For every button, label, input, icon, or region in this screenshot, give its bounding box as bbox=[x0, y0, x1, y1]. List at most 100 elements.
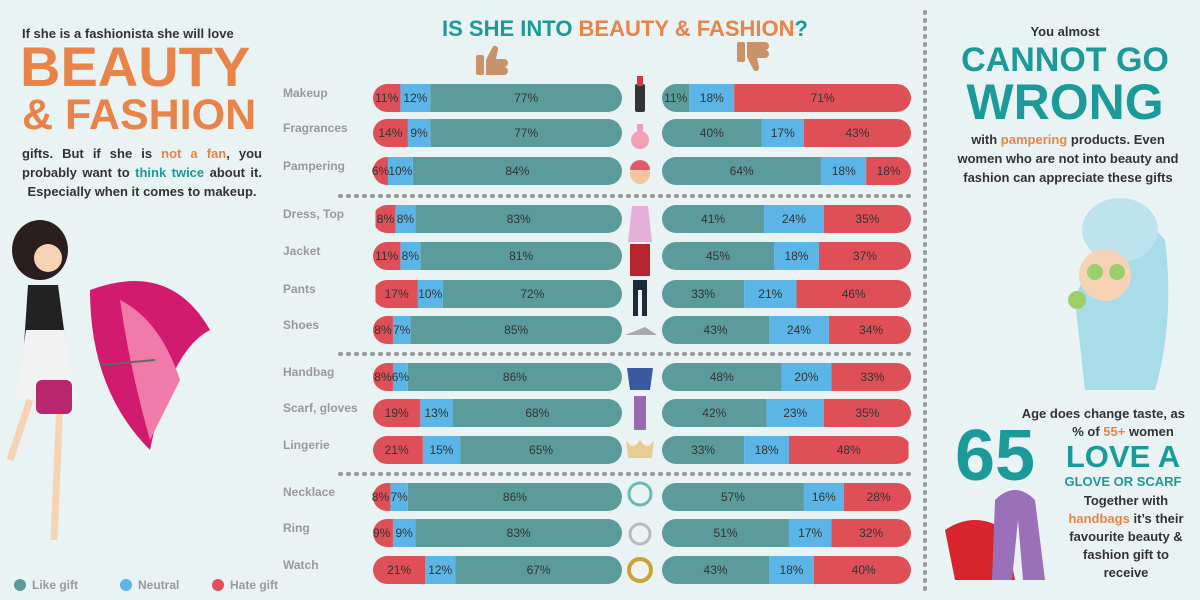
text: % of bbox=[1072, 424, 1104, 439]
value-label: 24% bbox=[787, 323, 811, 337]
value-label: 24% bbox=[782, 212, 806, 226]
value-label: 46% bbox=[842, 287, 866, 301]
bar-segment bbox=[373, 519, 393, 547]
value-label: 8% bbox=[377, 212, 395, 226]
bar-segment bbox=[831, 519, 911, 547]
legend-label: Hate gift bbox=[230, 578, 278, 592]
stacked-bar bbox=[662, 205, 911, 233]
bar-segment bbox=[420, 399, 453, 427]
value-label: 18% bbox=[755, 443, 779, 457]
bar-segment bbox=[387, 157, 413, 185]
value-label: 32% bbox=[859, 526, 883, 540]
bar-segment bbox=[420, 242, 622, 270]
left-intro: If she is a fashionista she will love bbox=[22, 26, 234, 41]
bar-segment bbox=[392, 519, 416, 547]
product-icons bbox=[625, 76, 657, 583]
bar-segment bbox=[452, 399, 622, 427]
bar-segment bbox=[392, 363, 408, 391]
bar-segment bbox=[460, 436, 622, 464]
value-label: 17% bbox=[771, 126, 795, 140]
right-headline: CANNOT GO bbox=[961, 41, 1169, 79]
bar-segment bbox=[442, 280, 622, 308]
value-label: 9% bbox=[373, 526, 391, 540]
value-label: 11% bbox=[375, 249, 398, 263]
bar-segment bbox=[422, 436, 461, 464]
stacked-bar bbox=[373, 157, 622, 185]
stacked-bar bbox=[662, 556, 911, 584]
bar-segment bbox=[373, 242, 401, 270]
age-intro: Age does change taste, as bbox=[1021, 406, 1185, 421]
bar-segment bbox=[400, 84, 431, 112]
value-label: 15% bbox=[429, 443, 453, 457]
stacked-bar bbox=[375, 280, 622, 308]
value-label: 86% bbox=[503, 490, 527, 504]
stacked-bar bbox=[662, 436, 909, 464]
value-label: 20% bbox=[794, 370, 818, 384]
bar-segment bbox=[430, 84, 622, 112]
value-label: 6% bbox=[392, 370, 410, 384]
value-label: 11% bbox=[375, 91, 398, 105]
value-label: 77% bbox=[514, 91, 538, 105]
bar-segment bbox=[375, 205, 396, 233]
bar-segment bbox=[766, 399, 824, 427]
left-body: gifts. But if she is not a fan, you prob… bbox=[22, 144, 262, 201]
bar-segment bbox=[831, 363, 911, 391]
stat-text: % of 55+ women bbox=[1058, 424, 1188, 439]
value-label: 21% bbox=[387, 563, 411, 577]
right-lead: You almost bbox=[1030, 24, 1100, 39]
value-label: 21% bbox=[385, 443, 409, 457]
category-label: Pampering bbox=[283, 159, 345, 173]
text: with bbox=[971, 132, 1001, 147]
spa-illustration bbox=[1068, 198, 1169, 390]
category-label: Pants bbox=[283, 282, 316, 296]
stacked-bar bbox=[373, 316, 622, 344]
text: Together with bbox=[1083, 493, 1169, 508]
highlight: pampering bbox=[1000, 132, 1068, 147]
bar-segment bbox=[395, 205, 416, 233]
closing: Together with handbags it’s their favour… bbox=[1068, 492, 1184, 582]
title-part: ? bbox=[795, 16, 808, 41]
bar-segment bbox=[764, 205, 824, 233]
category-label: Makeup bbox=[283, 86, 328, 100]
stacked-bar bbox=[662, 363, 911, 391]
value-label: 51% bbox=[713, 526, 737, 540]
value-label: 64% bbox=[730, 164, 754, 178]
bar-segment bbox=[823, 399, 911, 427]
legend-swatch bbox=[14, 579, 26, 591]
bar-segment bbox=[734, 84, 911, 112]
category-label: Lingerie bbox=[283, 438, 330, 452]
highlight: handbags bbox=[1068, 511, 1130, 526]
value-label: 21% bbox=[758, 287, 782, 301]
value-label: 68% bbox=[525, 406, 549, 420]
bar-segment bbox=[803, 483, 844, 511]
value-label: 77% bbox=[514, 126, 538, 140]
bar-segment bbox=[662, 436, 745, 464]
bar-segment bbox=[689, 84, 735, 112]
title-part: IS SHE INTO bbox=[442, 16, 579, 41]
bar-segment bbox=[425, 556, 456, 584]
stat-headline: GLOVE OR SCARF bbox=[1064, 474, 1182, 489]
bar-segment bbox=[662, 399, 767, 427]
bar-segment bbox=[662, 280, 745, 308]
value-label: 12% bbox=[403, 91, 427, 105]
bar-segment bbox=[373, 556, 426, 584]
value-label: 28% bbox=[867, 490, 891, 504]
bar-segment bbox=[662, 242, 775, 270]
stacked-bar bbox=[373, 399, 622, 427]
thumb-up-icon bbox=[476, 45, 508, 75]
bar-segment bbox=[744, 280, 797, 308]
value-label: 45% bbox=[706, 249, 730, 263]
value-label: 42% bbox=[702, 406, 726, 420]
value-label: 43% bbox=[704, 563, 728, 577]
bar-segment bbox=[417, 280, 443, 308]
gloves-scarf-illustration bbox=[945, 490, 1045, 580]
value-label: 48% bbox=[710, 370, 734, 384]
value-label: 14% bbox=[378, 126, 402, 140]
text: products. Even women who are not into be… bbox=[957, 132, 1179, 185]
bar-segment bbox=[788, 519, 832, 547]
stat-headline: LOVE A bbox=[1065, 439, 1181, 474]
bar-segment bbox=[430, 119, 622, 147]
bar-segment bbox=[400, 242, 421, 270]
